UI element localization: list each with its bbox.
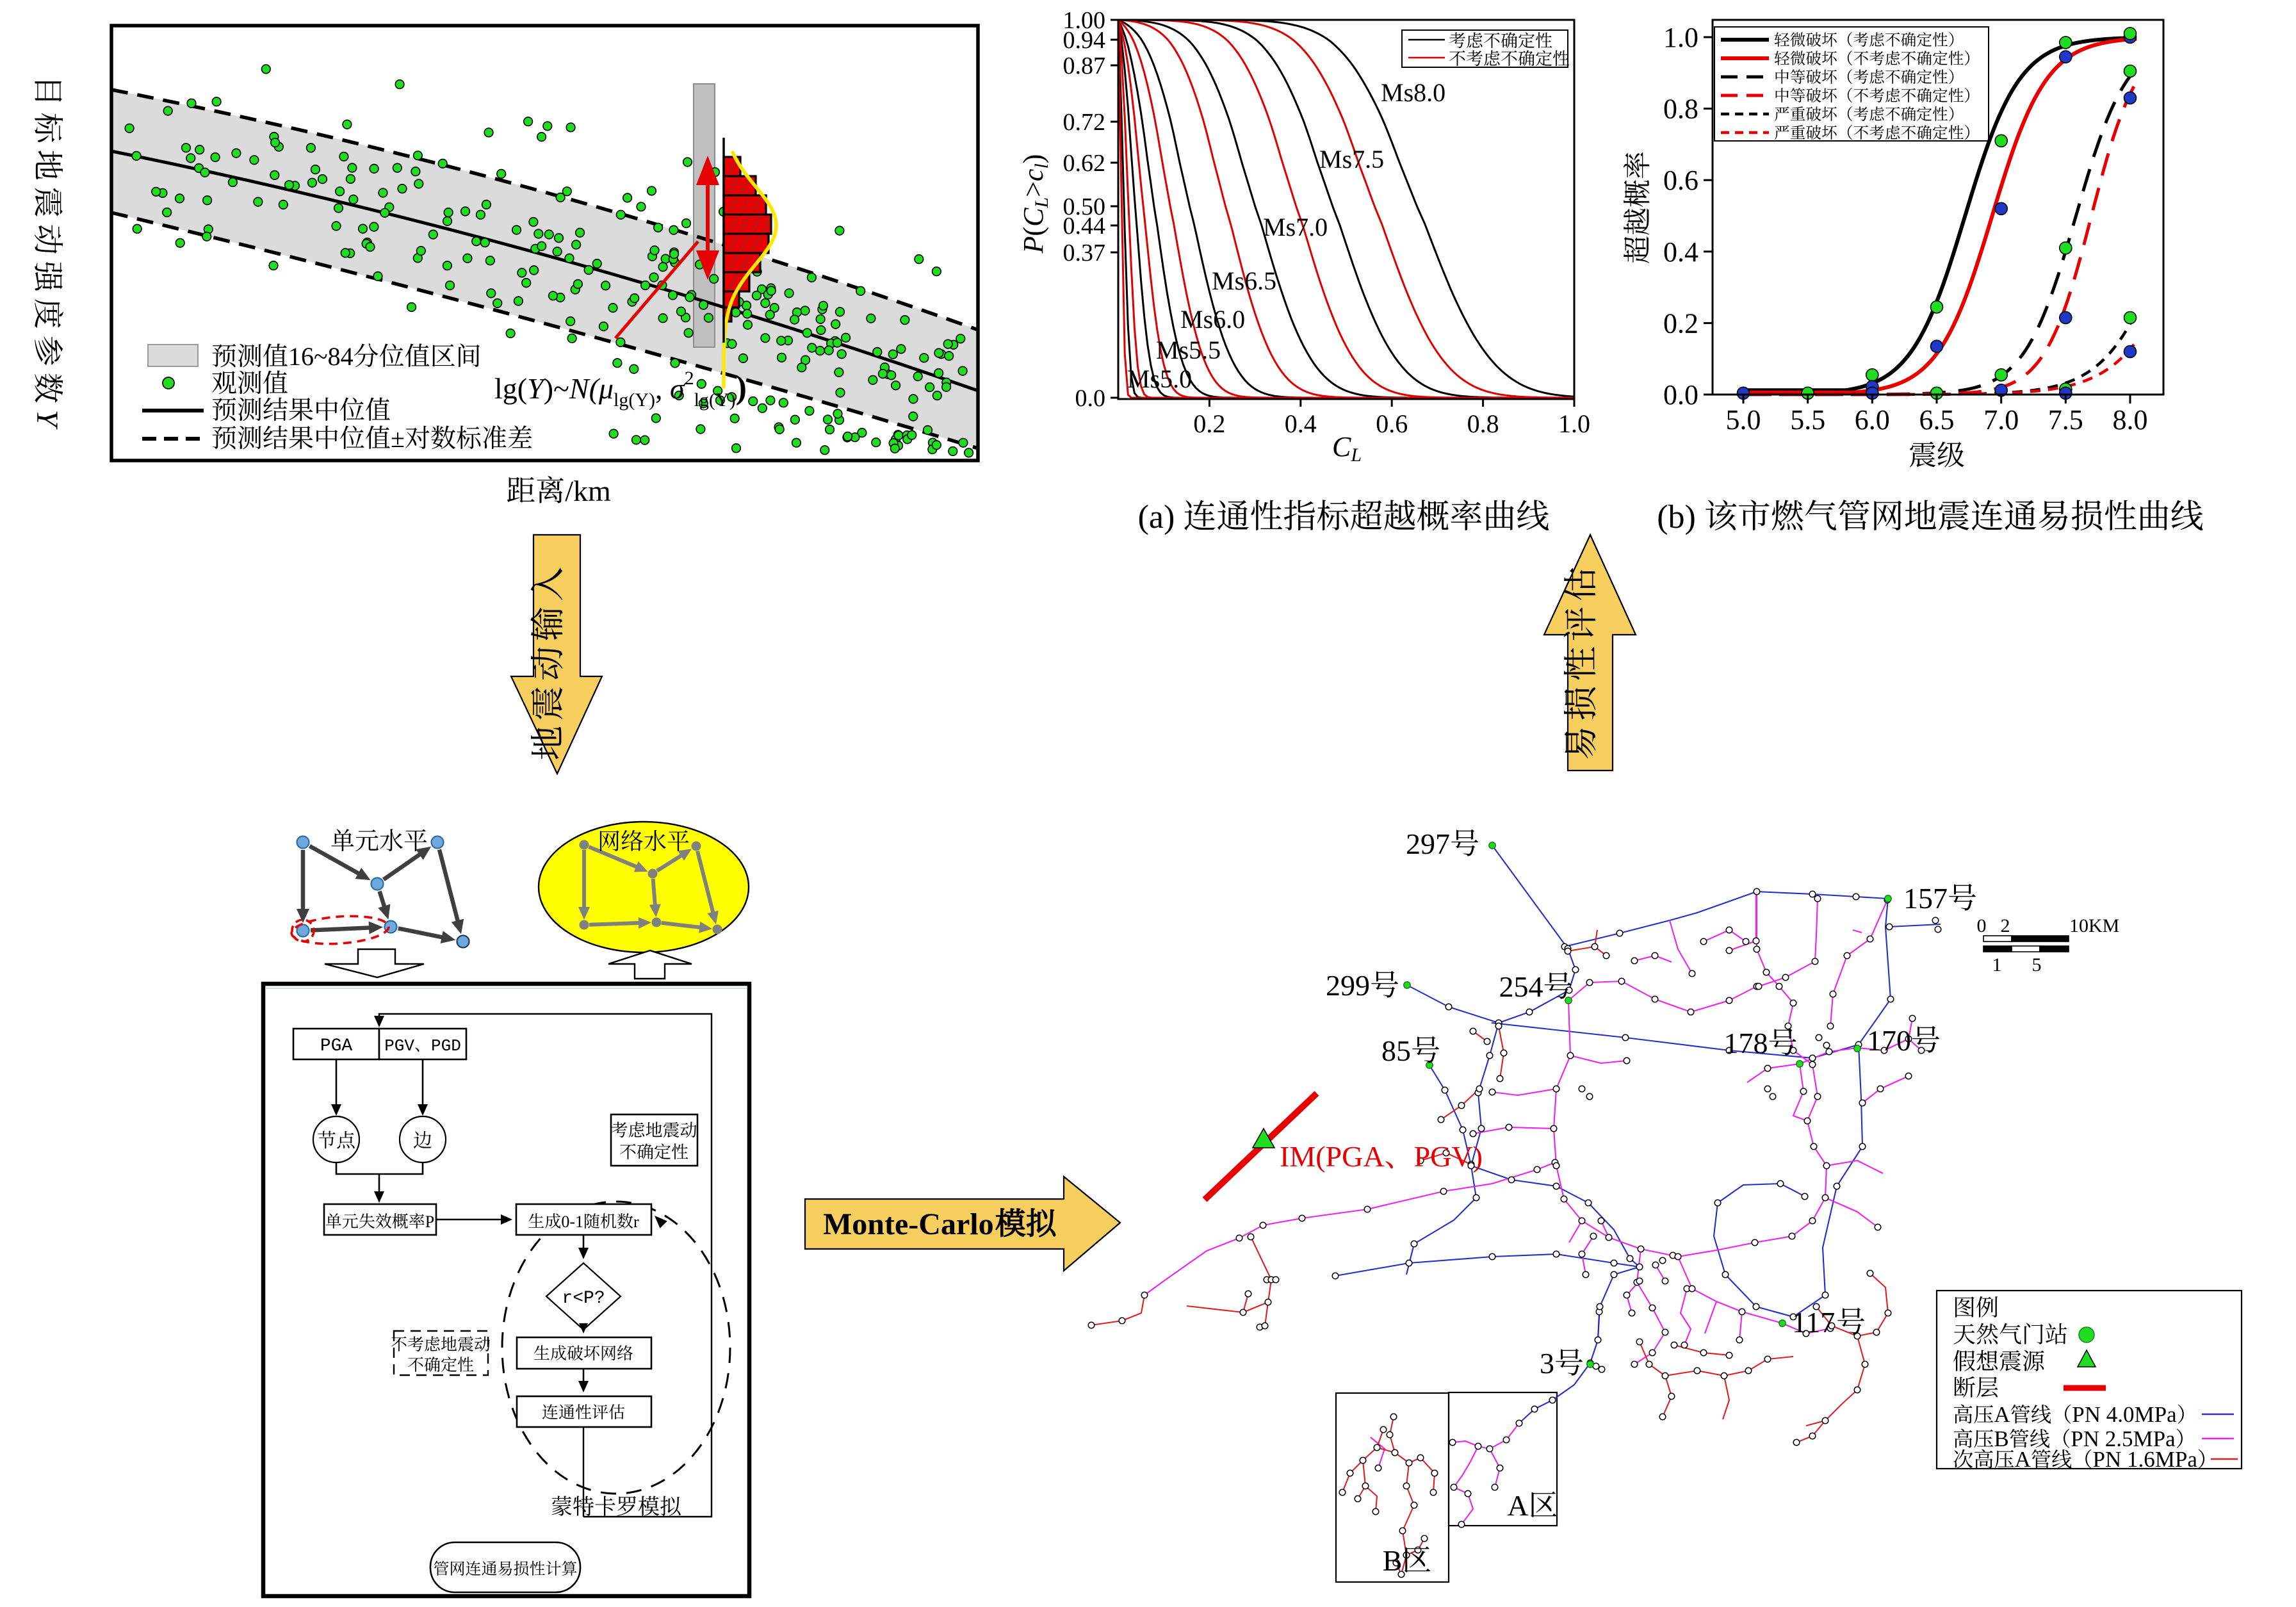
svg-text:0.94: 0.94 <box>1063 27 1106 54</box>
svg-text:85: 85 <box>1381 1034 1411 1067</box>
svg-text:,: , <box>655 372 663 405</box>
svg-text:σ: σ <box>670 372 686 405</box>
svg-text:0.0: 0.0 <box>1075 385 1106 412</box>
svg-text:Ms6.0: Ms6.0 <box>1180 305 1245 334</box>
svg-text:lg(Y): lg(Y) <box>694 389 736 411</box>
svg-text:PGV): PGV) <box>1414 1140 1483 1173</box>
svg-text:r<P?: r<P? <box>562 1289 605 1309</box>
svg-text:μ: μ <box>598 372 614 405</box>
svg-text:B: B <box>1994 1426 2008 1451</box>
svg-text:0.2: 0.2 <box>1193 409 1225 438</box>
svg-text:Ms6.5: Ms6.5 <box>1212 266 1276 295</box>
svg-text:0.8: 0.8 <box>1663 94 1698 125</box>
svg-text:lg(: lg( <box>494 372 527 405</box>
svg-text:±: ± <box>391 424 405 453</box>
svg-text:16~84: 16~84 <box>288 342 354 371</box>
svg-text:0.4: 0.4 <box>1285 409 1317 438</box>
svg-text:P(CL>cl): P(CL>cl) <box>1018 154 1052 254</box>
svg-text:Ms5.5: Ms5.5 <box>1156 336 1221 364</box>
svg-text:Y: Y <box>30 410 64 434</box>
svg-text:0.4: 0.4 <box>1663 236 1698 268</box>
svg-text:CL: CL <box>1332 431 1362 466</box>
svg-text:0.6: 0.6 <box>1663 165 1698 196</box>
svg-text:/km: /km <box>565 475 611 507</box>
svg-text:178: 178 <box>1724 1027 1768 1059</box>
svg-text:8.0: 8.0 <box>2113 404 2148 436</box>
svg-text:1.0: 1.0 <box>1663 22 1698 53</box>
svg-text:2: 2 <box>685 368 694 389</box>
svg-text:2: 2 <box>2001 915 2010 936</box>
svg-text:): ) <box>736 370 747 406</box>
svg-text:A: A <box>1994 1402 2010 1427</box>
svg-text:0.62: 0.62 <box>1063 150 1106 177</box>
svg-text:Ms7.5: Ms7.5 <box>1319 145 1384 174</box>
svg-text:0.50: 0.50 <box>1063 193 1106 220</box>
svg-text:5.5: 5.5 <box>1790 404 1825 436</box>
svg-text:3: 3 <box>1540 1347 1554 1380</box>
svg-text:N(: N( <box>569 372 601 405</box>
svg-text:254: 254 <box>1499 970 1543 1003</box>
svg-text:Ms8.0: Ms8.0 <box>1381 78 1445 107</box>
svg-text:A: A <box>2015 1447 2031 1472</box>
svg-text:1: 1 <box>1992 954 2002 975</box>
svg-text:5.0: 5.0 <box>1726 404 1761 436</box>
svg-text:0.72: 0.72 <box>1063 109 1106 136</box>
svg-text:P: P <box>425 1212 434 1231</box>
svg-text:B: B <box>1383 1544 1403 1577</box>
svg-text:0.2: 0.2 <box>1663 307 1698 339</box>
svg-text:6.0: 6.0 <box>1855 404 1890 436</box>
svg-text:PGD: PGD <box>431 1036 461 1056</box>
svg-text:170: 170 <box>1867 1024 1911 1057</box>
svg-text:IM(PGA: IM(PGA <box>1280 1140 1385 1173</box>
svg-text:0.44: 0.44 <box>1063 213 1106 240</box>
svg-text:0.87: 0.87 <box>1063 53 1106 79</box>
svg-text:PN 4.0MPa: PN 4.0MPa <box>2072 1402 2177 1427</box>
svg-text:PN 2.5MPa: PN 2.5MPa <box>2071 1426 2176 1451</box>
svg-text:6.5: 6.5 <box>1919 404 1955 436</box>
svg-text:Monte-Carlo: Monte-Carlo <box>823 1207 994 1241</box>
svg-text:0.8: 0.8 <box>1467 409 1499 438</box>
svg-text:)~: )~ <box>544 372 569 405</box>
svg-text:0.0: 0.0 <box>1663 379 1698 411</box>
svg-text:117: 117 <box>1792 1306 1835 1339</box>
svg-text:0.6: 0.6 <box>1376 409 1408 438</box>
svg-text:297: 297 <box>1406 828 1450 860</box>
svg-text:10KM: 10KM <box>2069 915 2119 936</box>
svg-text:7.0: 7.0 <box>1983 404 2019 436</box>
svg-text:0: 0 <box>1977 915 1987 936</box>
svg-text:PGA: PGA <box>320 1036 353 1056</box>
svg-text:(b): (b) <box>1657 499 1696 535</box>
svg-text:0.37: 0.37 <box>1063 240 1106 266</box>
svg-text:1.00: 1.00 <box>1063 7 1106 34</box>
svg-text:(a): (a) <box>1138 499 1175 535</box>
svg-text:lg(Y): lg(Y) <box>614 389 655 411</box>
svg-text:157: 157 <box>1903 882 1948 915</box>
svg-text:PN 1.6MPa: PN 1.6MPa <box>2093 1447 2198 1472</box>
svg-text:r: r <box>633 1212 639 1231</box>
svg-text:5: 5 <box>2032 954 2042 975</box>
svg-text:A: A <box>1507 1489 1528 1522</box>
svg-text:Ms5.0: Ms5.0 <box>1127 364 1192 393</box>
svg-text:0-1: 0-1 <box>561 1212 583 1231</box>
svg-text:Y: Y <box>527 372 546 405</box>
svg-text:Ms7.0: Ms7.0 <box>1263 213 1328 241</box>
svg-text:7.5: 7.5 <box>2048 404 2083 436</box>
svg-text:299: 299 <box>1326 969 1370 1002</box>
svg-text:PGV: PGV <box>384 1036 414 1056</box>
svg-text:1.0: 1.0 <box>1558 409 1590 438</box>
